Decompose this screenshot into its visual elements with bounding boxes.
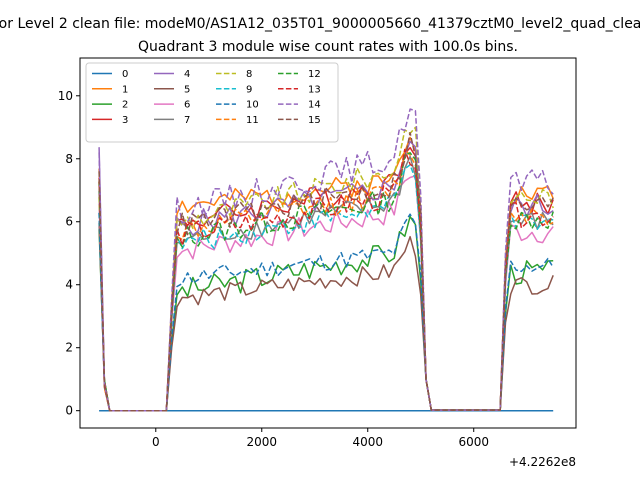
legend-label-8: 8 bbox=[246, 69, 252, 80]
legend-label-4: 4 bbox=[184, 69, 190, 80]
series-line-15 bbox=[98, 132, 554, 412]
y-tick-label: 8 bbox=[65, 152, 73, 166]
legend-label-15: 15 bbox=[308, 115, 321, 126]
legend-label-12: 12 bbox=[308, 69, 321, 80]
legend-label-11: 11 bbox=[246, 115, 259, 126]
chart-title: Quadrant 3 module wise count rates with … bbox=[138, 39, 518, 55]
x-offset-label: +4.2262e8 bbox=[509, 455, 576, 469]
legend-label-6: 6 bbox=[184, 100, 190, 111]
y-tick-label: 0 bbox=[65, 404, 73, 418]
legend-label-7: 7 bbox=[184, 115, 190, 126]
legend-label-10: 10 bbox=[246, 100, 259, 111]
legend-box bbox=[85, 62, 339, 143]
legend-label-9: 9 bbox=[246, 84, 252, 95]
y-tick-label: 4 bbox=[65, 278, 73, 292]
x-tick-label: 2000 bbox=[246, 435, 277, 449]
legend-label-13: 13 bbox=[308, 84, 321, 95]
y-tick-label: 2 bbox=[65, 341, 73, 355]
y-tick-label: 10 bbox=[58, 89, 73, 103]
x-tick-label: 6000 bbox=[458, 435, 489, 449]
x-tick-label: 0 bbox=[152, 435, 160, 449]
legend-label-1: 1 bbox=[122, 84, 128, 95]
legend-label-14: 14 bbox=[308, 100, 321, 111]
plot-lines bbox=[98, 108, 554, 412]
y-tick-label: 6 bbox=[65, 215, 73, 229]
legend-label-5: 5 bbox=[184, 84, 190, 95]
legend-label-2: 2 bbox=[122, 100, 128, 111]
x-axis: 0 2000 4000 6000 bbox=[152, 428, 489, 449]
series-line-9 bbox=[98, 164, 554, 412]
axes-frame bbox=[79, 57, 577, 429]
x-tick-label: 4000 bbox=[352, 435, 383, 449]
legend-label-3: 3 bbox=[122, 115, 128, 126]
legend-label-0: 0 bbox=[122, 69, 128, 80]
y-axis: 0 2 4 6 8 10 bbox=[58, 89, 80, 418]
chart-suptitle: Plot for Level 2 clean file: modeM0/AS1A… bbox=[0, 16, 640, 32]
